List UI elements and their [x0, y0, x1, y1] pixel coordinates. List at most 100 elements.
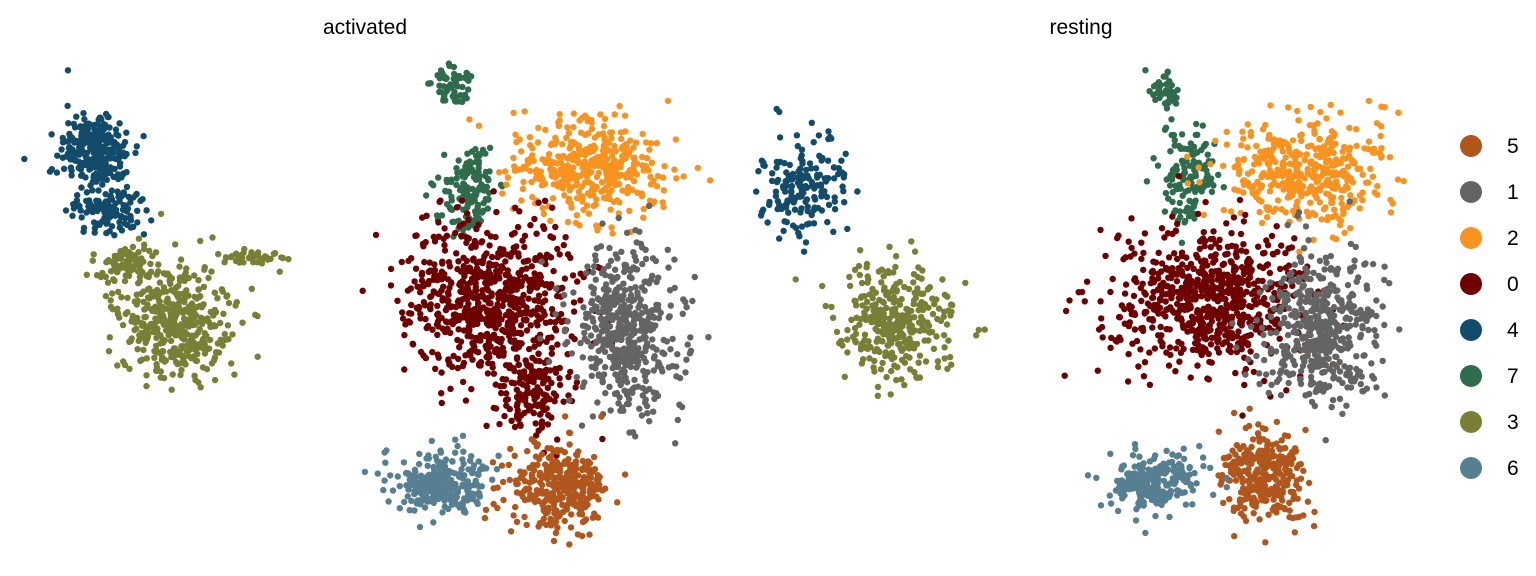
- point-cluster-4: [91, 229, 98, 236]
- point-cluster-5: [540, 515, 547, 523]
- point-cluster-7: [1179, 192, 1186, 199]
- point-cluster-3: [177, 307, 184, 315]
- point-cluster-0: [1116, 314, 1124, 321]
- point-cluster-0: [417, 289, 424, 296]
- point-cluster-1: [632, 433, 639, 440]
- point-cluster-0: [394, 297, 401, 304]
- point-cluster-3: [866, 355, 873, 362]
- point-cluster-4: [842, 150, 849, 157]
- point-cluster-0: [554, 292, 561, 300]
- point-cluster-0: [1150, 279, 1158, 286]
- point-cluster-3: [248, 285, 255, 292]
- point-cluster-2: [597, 153, 604, 160]
- point-cluster-1: [602, 389, 609, 397]
- point-cluster-3: [864, 273, 871, 280]
- point-cluster-1: [581, 329, 588, 337]
- point-cluster-0: [1187, 374, 1194, 381]
- point-cluster-2: [1338, 200, 1345, 207]
- point-cluster-7: [1162, 124, 1170, 131]
- point-cluster-2: [1374, 191, 1381, 198]
- point-cluster-1: [566, 397, 573, 404]
- point-cluster-0: [516, 396, 523, 403]
- point-cluster-0: [516, 208, 523, 215]
- point-cluster-0: [528, 285, 535, 292]
- point-cluster-0: [1162, 298, 1169, 305]
- point-cluster-0: [1174, 220, 1181, 228]
- point-cluster-5: [554, 495, 562, 502]
- point-cluster-1: [682, 369, 689, 376]
- point-cluster-2: [622, 128, 629, 135]
- point-cluster-2: [1267, 150, 1274, 157]
- point-cluster-0: [522, 382, 530, 390]
- point-cluster-1: [649, 255, 657, 262]
- point-cluster-0: [599, 435, 606, 443]
- point-cluster-1: [636, 228, 643, 235]
- point-cluster-2: [1293, 166, 1300, 173]
- point-cluster-0: [535, 350, 542, 357]
- point-cluster-1: [666, 313, 673, 320]
- point-cluster-3: [120, 358, 127, 365]
- point-cluster-3: [819, 282, 826, 290]
- point-cluster-2: [510, 109, 517, 117]
- point-cluster-5: [586, 531, 593, 538]
- point-cluster-0: [1097, 226, 1104, 234]
- point-cluster-3: [138, 356, 146, 363]
- point-cluster-2: [659, 174, 667, 181]
- point-cluster-2: [694, 164, 701, 172]
- point-cluster-3: [135, 249, 142, 256]
- point-cluster-2: [1337, 109, 1344, 116]
- point-cluster-7: [480, 207, 487, 214]
- point-cluster-3: [143, 382, 150, 390]
- point-cluster-0: [442, 328, 449, 336]
- point-cluster-2: [1223, 128, 1230, 135]
- point-cluster-3: [106, 334, 114, 341]
- point-cluster-3: [872, 289, 879, 296]
- point-cluster-0: [502, 376, 510, 383]
- point-cluster-2: [1259, 171, 1266, 179]
- point-cluster-0: [521, 243, 528, 251]
- point-cluster-3: [83, 271, 91, 278]
- point-cluster-1: [654, 363, 662, 370]
- point-cluster-1: [683, 304, 690, 311]
- point-cluster-3: [861, 312, 869, 319]
- point-cluster-3: [941, 344, 948, 351]
- point-cluster-0: [477, 358, 485, 366]
- point-cluster-7: [464, 70, 471, 78]
- point-cluster-5: [535, 523, 542, 530]
- point-cluster-5: [513, 480, 520, 488]
- point-cluster-4: [85, 120, 93, 127]
- point-cluster-3: [864, 279, 871, 286]
- point-cluster-5: [560, 508, 567, 515]
- point-cluster-5: [528, 474, 536, 481]
- point-cluster-2: [1254, 180, 1262, 187]
- point-cluster-3: [193, 357, 201, 365]
- point-cluster-2: [518, 148, 525, 155]
- point-cluster-2: [610, 159, 618, 166]
- point-cluster-0: [503, 402, 510, 409]
- point-cluster-5: [571, 471, 578, 478]
- point-cluster-7: [450, 94, 457, 102]
- point-cluster-0: [490, 188, 497, 195]
- point-cluster-3: [143, 355, 150, 362]
- point-cluster-3: [861, 331, 869, 338]
- point-cluster-0: [548, 204, 556, 211]
- point-cluster-0: [506, 274, 514, 281]
- point-cluster-3: [201, 330, 208, 337]
- point-cluster-7: [1185, 187, 1192, 194]
- point-cluster-4: [78, 137, 86, 144]
- point-cluster-2: [535, 171, 543, 178]
- point-cluster-2: [1296, 180, 1303, 188]
- point-cluster-6: [430, 492, 437, 499]
- point-cluster-0: [527, 222, 534, 229]
- point-cluster-2: [680, 173, 687, 180]
- point-cluster-0: [554, 341, 561, 348]
- point-cluster-0: [532, 357, 539, 364]
- point-cluster-2: [1235, 187, 1242, 194]
- point-cluster-0: [1243, 288, 1250, 295]
- point-cluster-4: [773, 178, 781, 186]
- point-cluster-0: [453, 204, 461, 211]
- point-cluster-4: [134, 207, 141, 214]
- point-cluster-4: [795, 192, 802, 199]
- point-cluster-6: [382, 459, 389, 466]
- point-cluster-2: [1386, 154, 1394, 161]
